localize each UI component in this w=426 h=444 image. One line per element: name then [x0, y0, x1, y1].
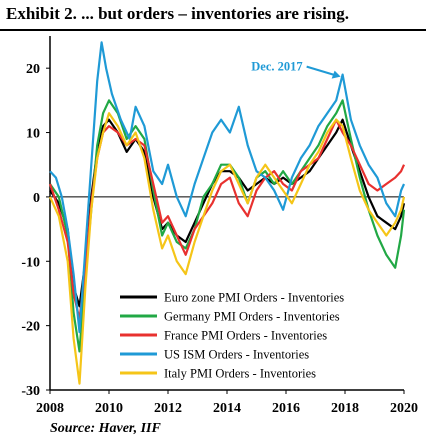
title-divider [0, 29, 426, 31]
legend-label-3: France PMI Orders - Inventories [164, 329, 327, 343]
legend-label-1: Euro zone PMI Orders - Inventories [164, 291, 344, 305]
legend-label-4: US ISM Orders - Inventories [164, 348, 309, 362]
annotation-arrow-line [306, 65, 337, 77]
y-tick-label: -20 [21, 320, 40, 335]
x-tick-label: 2014 [213, 401, 241, 416]
annotation-label: Dec. 2017 [251, 60, 302, 74]
y-tick-label: 20 [26, 62, 40, 77]
y-tick-label: -10 [21, 255, 40, 270]
series-group [48, 41, 406, 385]
x-tick-label: 2012 [154, 401, 182, 416]
annotation-group: Dec. 2017 [251, 60, 341, 79]
axes-group: -30 -20 -10 0 10 20 2008 2010 2012 2014 2016 2018 20… [21, 36, 418, 416]
y-tick-label: -30 [21, 384, 40, 399]
series-line-2 [49, 99, 406, 353]
y-tick-label: 0 [33, 191, 40, 206]
source-note: Source: Haver, IIF [50, 421, 161, 436]
x-tick-label: 2016 [272, 401, 300, 416]
x-tick-label: 2008 [36, 401, 64, 416]
x-tick-label: 2018 [331, 401, 359, 416]
legend-label-5: Italy PMI Orders - Inventories [164, 367, 316, 381]
legend-group: Euro zone PMI Orders - Inventories German… [120, 291, 344, 381]
series-line-4 [49, 41, 406, 334]
annotation-arrow-head [331, 70, 341, 79]
series-line-5 [48, 112, 406, 385]
chart-title: Exhibit 2. ... but orders – inventories … [6, 4, 349, 23]
series-line-3 [48, 118, 406, 321]
y-tick-label: 10 [26, 127, 40, 142]
x-tick-label: 2010 [95, 401, 123, 416]
x-tick-label: 2020 [390, 401, 418, 416]
legend-label-2: Germany PMI Orders - Inventories [164, 310, 340, 324]
